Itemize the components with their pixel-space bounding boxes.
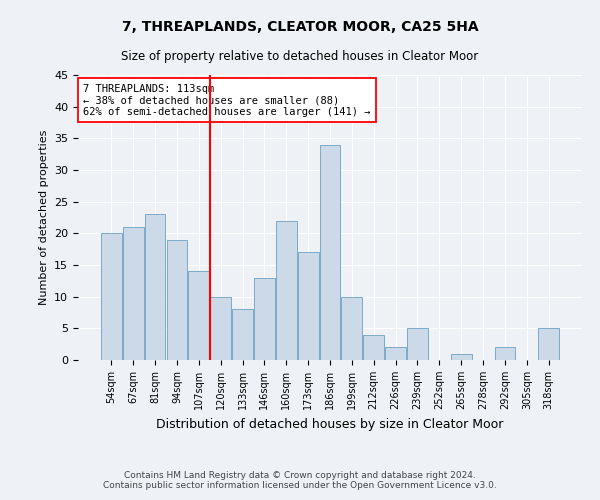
- Bar: [538, 328, 559, 360]
- Text: 7 THREAPLANDS: 113sqm
← 38% of detached houses are smaller (88)
62% of semi-deta: 7 THREAPLANDS: 113sqm ← 38% of detached …: [83, 84, 371, 116]
- Text: Size of property relative to detached houses in Cleator Moor: Size of property relative to detached ho…: [121, 50, 479, 63]
- Y-axis label: Number of detached properties: Number of detached properties: [38, 130, 49, 305]
- Text: 7, THREAPLANDS, CLEATOR MOOR, CA25 5HA: 7, THREAPLANDS, CLEATOR MOOR, CA25 5HA: [122, 20, 478, 34]
- Bar: [145, 214, 166, 360]
- Bar: [298, 252, 319, 360]
- Bar: [341, 296, 362, 360]
- Bar: [101, 234, 122, 360]
- Bar: [320, 144, 340, 360]
- Text: Contains HM Land Registry data © Crown copyright and database right 2024.
Contai: Contains HM Land Registry data © Crown c…: [103, 470, 497, 490]
- X-axis label: Distribution of detached houses by size in Cleator Moor: Distribution of detached houses by size …: [157, 418, 503, 430]
- Bar: [232, 310, 253, 360]
- Bar: [123, 227, 143, 360]
- Bar: [254, 278, 275, 360]
- Bar: [210, 296, 231, 360]
- Bar: [494, 348, 515, 360]
- Bar: [407, 328, 428, 360]
- Bar: [364, 334, 384, 360]
- Bar: [451, 354, 472, 360]
- Bar: [167, 240, 187, 360]
- Bar: [385, 348, 406, 360]
- Bar: [276, 220, 296, 360]
- Bar: [188, 272, 209, 360]
